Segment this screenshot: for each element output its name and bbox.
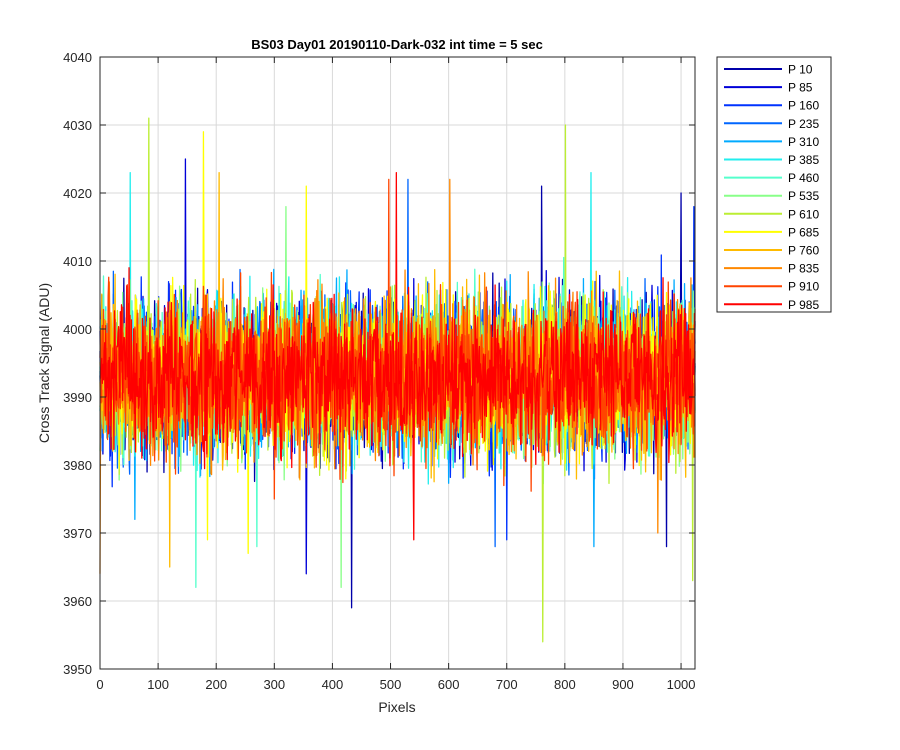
x-tick-label: 1000 [667, 677, 696, 692]
x-axis-label: Pixels [378, 699, 415, 715]
x-tick-label: 400 [322, 677, 344, 692]
legend-label: P 85 [788, 81, 813, 95]
series-line-p910 [99, 178, 696, 500]
x-tick-label: 500 [380, 677, 402, 692]
series-line-p985 [99, 171, 696, 541]
axis-ticks: 0 100 200 300 400 500 600 700 800 900 1000 3950 3960… [63, 50, 695, 692]
x-tick-label: 0 [96, 677, 103, 692]
legend-label: P 835 [788, 262, 819, 276]
chart-title: BS03 Day01 20190110-Dark-032 int time = … [251, 37, 543, 52]
y-tick-label: 4000 [63, 322, 92, 337]
legend-label: P 10 [788, 63, 813, 77]
y-tick-label: 4010 [63, 254, 92, 269]
legend-box [716, 56, 832, 313]
plot-frame [99, 56, 696, 670]
y-tick-label: 4020 [63, 186, 92, 201]
legend-label: P 760 [788, 244, 819, 258]
legend-label: P 535 [788, 189, 819, 203]
legend-label: P 235 [788, 117, 819, 131]
legend-label: P 610 [788, 207, 819, 221]
legend-label: P 460 [788, 171, 819, 185]
y-tick-label: 4040 [63, 50, 92, 65]
legend-label: P 985 [788, 298, 819, 312]
y-axis-label: Cross Track Signal (ADU) [36, 283, 52, 443]
legend: P 10 P 85 P 160 P 235 P 310 P 385 P 460 P 535 P … [716, 56, 832, 313]
x-tick-label: 200 [205, 677, 227, 692]
x-tick-label: 100 [147, 677, 169, 692]
legend-label: P 910 [788, 280, 819, 294]
x-tick-label: 300 [263, 677, 285, 692]
x-tick-label: 600 [438, 677, 460, 692]
y-tick-label: 4030 [63, 118, 92, 133]
legend-label: P 160 [788, 99, 819, 113]
series-layer [99, 117, 696, 643]
y-tick-label: 3990 [63, 390, 92, 405]
x-tick-label: 800 [554, 677, 576, 692]
legend-label: P 385 [788, 153, 819, 167]
x-tick-label: 700 [496, 677, 518, 692]
legend-label: P 310 [788, 135, 819, 149]
y-tick-label: 3960 [63, 594, 92, 609]
y-tick-label: 3950 [63, 662, 92, 677]
legend-label: P 685 [788, 225, 819, 239]
x-tick-label: 900 [612, 677, 634, 692]
y-tick-label: 3980 [63, 458, 92, 473]
y-tick-label: 3970 [63, 526, 92, 541]
